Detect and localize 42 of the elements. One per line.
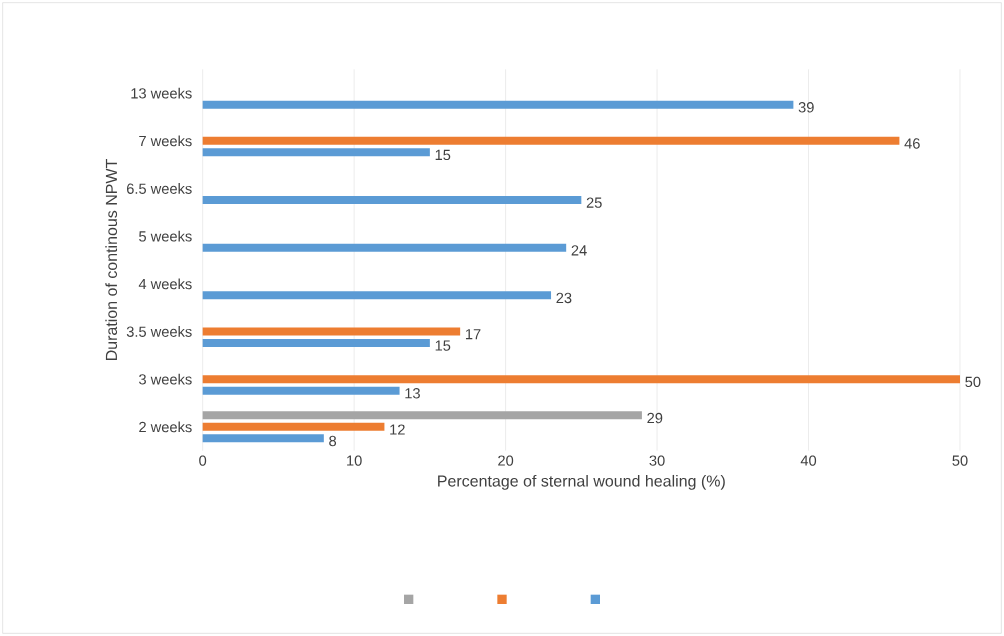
data-label: 17 [465,329,481,340]
y-tick-label: 7 weeks [139,135,192,147]
data-label: 50 [965,376,981,388]
bar [202,386,400,395]
data-label: 25 [586,197,602,208]
y-tick-label: 3 weeks [139,373,192,385]
data-label: 15 [435,149,451,161]
bar [202,422,385,431]
bar [202,434,324,443]
y-tick-label: 5 weeks [139,230,192,242]
x-tick-label: 30 [649,455,665,466]
x-tick-label: 40 [800,455,817,466]
bar [202,411,642,420]
bar [202,338,430,347]
data-label: 12 [390,424,405,435]
y-tick-label: 3.5 weeks [126,326,192,337]
x-axis-title: Percentage of sternal wound healing (%) [438,474,725,490]
bar [202,291,552,300]
bar [202,136,900,145]
data-label: 23 [556,292,572,304]
bar [202,243,567,252]
x-tick-label: 10 [347,455,362,466]
data-label: 15 [435,340,451,351]
x-tick-label: 20 [498,455,514,466]
y-tick-label: 6.5 weeks [126,183,192,194]
y-tick-label: 2 weeks [139,421,192,433]
data-label: 8 [329,435,337,447]
bar [202,327,461,336]
y-tick-label: 4 weeks [138,278,192,290]
data-label: 24 [571,245,587,256]
x-tick-label: 50 [952,455,968,466]
y-axis-title: Duration of continous NPWT [105,159,118,361]
y-tick-label: 13 weeks [131,87,192,99]
data-label: 39 [798,102,814,113]
bar [202,375,960,384]
x-tick-label: 0 [199,455,207,466]
bar [202,195,582,204]
bar [202,148,430,157]
bar [202,100,794,109]
data-label: 46 [904,138,920,149]
data-label: 29 [647,412,663,424]
data-label: 13 [405,388,420,399]
